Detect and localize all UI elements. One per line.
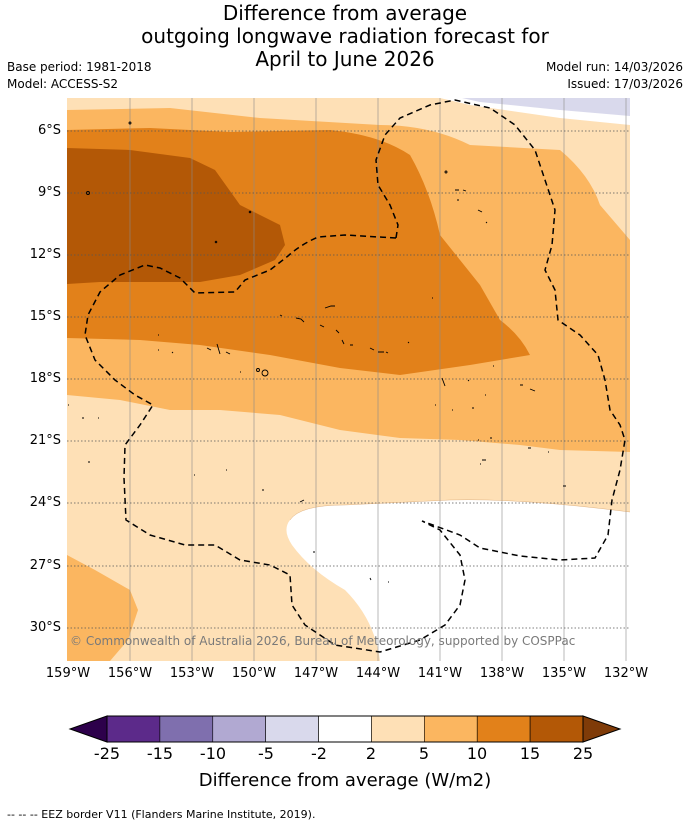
- colorbar-under-arrow: [68, 715, 108, 743]
- colorbar-swatch: [424, 715, 478, 743]
- map-fields: [67, 98, 630, 661]
- copyright-notice: © Commonwealth of Australia 2026, Bureau…: [70, 634, 576, 648]
- lat-label: 30°S: [29, 620, 61, 635]
- eez-border: [84, 99, 626, 653]
- colorbar-swatch: [318, 715, 372, 743]
- colorbar-swatch: [529, 715, 584, 743]
- issued-date: Issued: 17/03/2026: [567, 77, 683, 91]
- colorbar-swatch: [212, 715, 266, 743]
- colorbar-swatch: [476, 715, 531, 743]
- model-run: Model run: 14/03/2026: [545, 60, 683, 74]
- lat-label: 6°S: [37, 123, 61, 138]
- lon-label: 138°W: [479, 666, 525, 681]
- field-negative-top: [462, 98, 630, 116]
- meta-right: Model run: 14/03/2026 Issued: 17/03/2026: [546, 59, 683, 93]
- lon-label: 150°W: [231, 666, 277, 681]
- colorbar-swatch: [265, 715, 319, 743]
- field-15-to-25: [67, 148, 285, 284]
- model-name: Model: ACCESS-S2: [7, 77, 119, 91]
- lon-label: 159°W: [45, 666, 91, 681]
- lat-label: 15°S: [29, 309, 61, 324]
- colorbar-tick: 25: [572, 744, 594, 763]
- lon-label: 132°W: [603, 666, 649, 681]
- colorbar-tick: -5: [258, 744, 274, 763]
- title-line-3: April to June 2026: [255, 47, 435, 71]
- colorbar-over-arrow: [582, 715, 622, 743]
- lon-label: 141°W: [417, 666, 463, 681]
- colorbar-frame: [106, 715, 584, 743]
- field-5-to-10-southwest: [67, 555, 138, 661]
- eez-legend-note: -- -- -- EEZ border V11 (Flanders Marine…: [7, 808, 316, 821]
- lat-label: 18°S: [29, 371, 61, 386]
- longitude-gridlines: [129, 98, 627, 661]
- colorbar-tick: -25: [93, 744, 121, 763]
- islands: [68, 121, 566, 583]
- colorbar-tick: 15: [519, 744, 541, 763]
- field-neutral-south: [286, 499, 630, 661]
- title-line-2: outgoing longwave radiation forecast for: [141, 24, 549, 48]
- contour-lines: [289, 499, 631, 521]
- lat-label: 27°S: [29, 558, 61, 573]
- lat-label: 12°S: [29, 247, 61, 262]
- colorbar-tick: 5: [418, 744, 430, 763]
- colorbar-swatch: [106, 715, 161, 743]
- lon-label: 156°W: [107, 666, 153, 681]
- lon-label: 147°W: [293, 666, 339, 681]
- colorbar-swatch: [159, 715, 214, 743]
- meta-left: Base period: 1981-2018 Model: ACCESS-S2: [7, 59, 152, 93]
- colorbar-tick: 2: [365, 744, 377, 763]
- colorbar-swatch: [371, 715, 425, 743]
- lat-label: 21°S: [29, 433, 61, 448]
- lon-label: 144°W: [355, 666, 401, 681]
- colorbar-tick: -15: [146, 744, 174, 763]
- colorbar-tick: 10: [466, 744, 488, 763]
- latitude-gridlines: [67, 130, 630, 629]
- colorbar-swatches: [106, 715, 584, 743]
- colorbar-title: Difference from average (W/m2): [198, 770, 492, 791]
- colorbar-tick: -10: [199, 744, 227, 763]
- lat-label: 9°S: [37, 185, 61, 200]
- base-period: Base period: 1981-2018: [7, 60, 152, 74]
- lon-label: 153°W: [169, 666, 215, 681]
- title-line-1: Difference from average: [222, 1, 468, 25]
- lat-label: 24°S: [29, 495, 61, 510]
- map-title: Difference from average outgoing longwav…: [0, 2, 690, 71]
- colorbar-tick: -2: [311, 744, 327, 763]
- lon-label: 135°W: [541, 666, 587, 681]
